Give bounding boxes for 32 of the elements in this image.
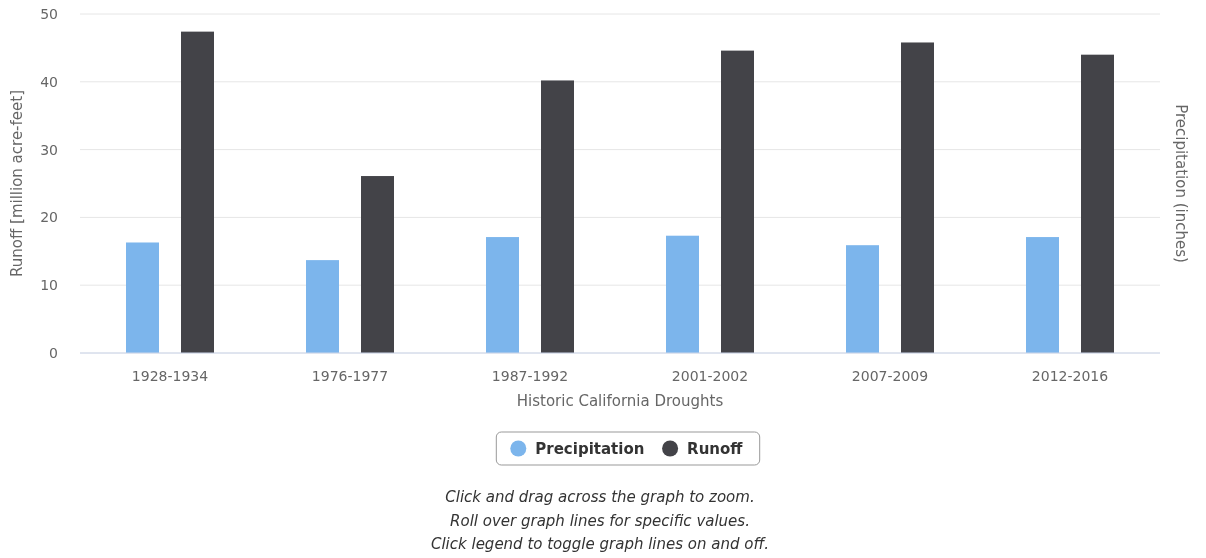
y-tick-label: 30 <box>40 141 58 158</box>
text: Click and drag across the graph to zoom. <box>445 488 755 506</box>
y2-axis-title: Precipitation (inches) <box>1172 104 1190 263</box>
bar <box>306 260 339 353</box>
x-tick-label: 2007-2009 <box>851 368 929 384</box>
text: Click legend to toggle graph lines on and off. <box>430 535 770 553</box>
x-tick-label: 1976-1977 <box>311 368 389 384</box>
bar <box>666 235 699 353</box>
y-axis-title: Runoff [million acre-feet] <box>8 89 26 278</box>
y-tick-label: 40 <box>40 73 58 90</box>
bar <box>541 80 574 353</box>
x-tick-label: 1928-1934 <box>131 368 209 384</box>
bar <box>181 31 214 353</box>
bar <box>1026 237 1059 353</box>
text: Roll over graph lines for specific values. <box>450 511 750 530</box>
bar <box>486 237 519 353</box>
bar <box>846 245 879 353</box>
bar <box>126 242 159 353</box>
y-tick-label: 0 <box>49 344 58 361</box>
bar <box>361 176 394 353</box>
bar <box>1081 54 1114 353</box>
x-tick-label: 2012-2016 <box>1031 368 1109 384</box>
y-tick-label: 50 <box>40 5 58 22</box>
x-axis-title: Historic California Droughts <box>516 392 724 410</box>
y-tick-label: 10 <box>40 277 58 294</box>
x-tick-label: 2001-2002 <box>671 368 749 384</box>
y-tick-label: 20 <box>40 209 58 226</box>
bar <box>901 42 934 353</box>
bar <box>721 50 754 353</box>
legend-label: Runoff <box>687 439 744 458</box>
legend-label: Precipitation <box>535 439 645 458</box>
x-tick-label: 1987-1992 <box>491 368 569 384</box>
